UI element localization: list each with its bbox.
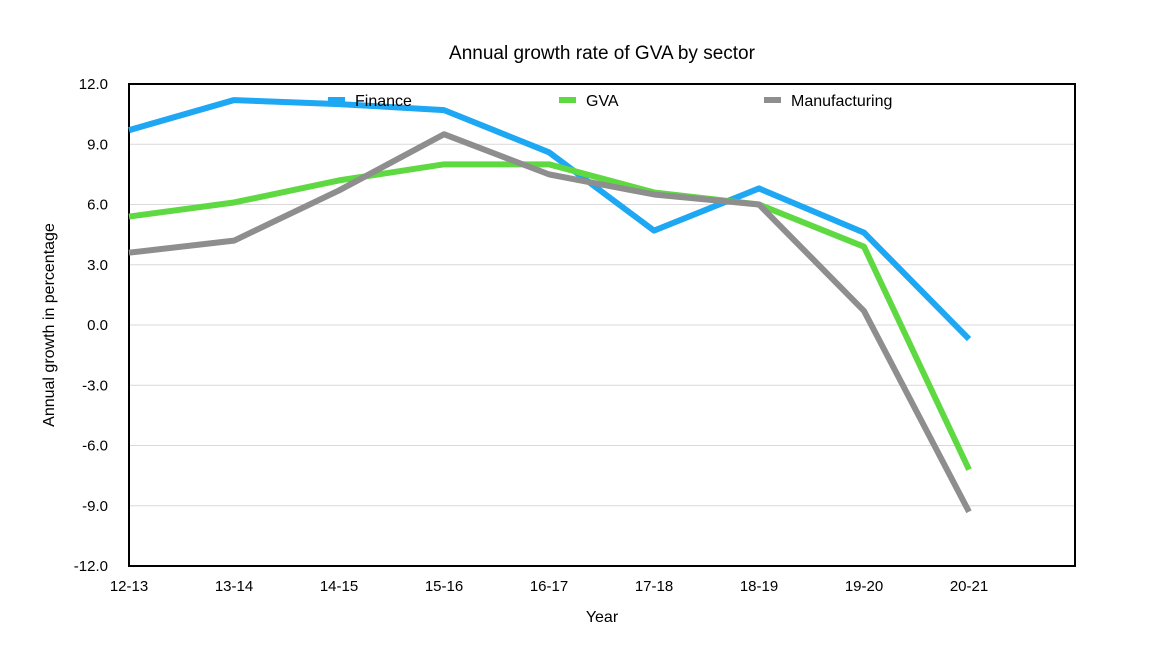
legend-label: GVA	[586, 93, 619, 110]
legend: Finance GVA Manufacturing	[328, 93, 892, 110]
chart-title: Annual growth rate of GVA by sector	[449, 43, 756, 64]
x-tick-label: 19-20	[845, 578, 883, 595]
x-tick-label: 20-21	[950, 578, 988, 595]
series-line-finance	[128, 97, 972, 342]
y-tick-label: 9.0	[87, 136, 108, 153]
y-axis-ticks: 12.0 9.0 6.0 3.0 0.0 -3.0 -6.0 -9.0 -12.0	[74, 76, 108, 575]
x-axis-ticks: 12-13 13-14 14-15 15-16 16-17 17-18 18-19 19-20…	[110, 578, 988, 595]
x-tick-label: 14-15	[320, 578, 358, 595]
x-tick-label: 17-18	[635, 578, 673, 595]
series-line-manufacturing	[128, 131, 972, 514]
gridlines	[129, 143, 1075, 507]
y-tick-label: 3.0	[87, 257, 108, 274]
y-tick-label: 12.0	[79, 76, 108, 93]
y-tick-label: 0.0	[87, 317, 108, 334]
y-tick-label: -6.0	[82, 438, 108, 455]
x-tick-label: 16-17	[530, 578, 568, 595]
series-line-gva	[128, 161, 972, 471]
y-tick-label: -3.0	[82, 377, 108, 394]
y-tick-label: -9.0	[82, 498, 108, 515]
x-tick-label: 13-14	[215, 578, 253, 595]
y-tick-label: 6.0	[87, 197, 108, 214]
y-tick-label: -12.0	[74, 558, 108, 575]
y-axis-title: Annual growth in percentage	[41, 223, 58, 427]
series-lines	[128, 97, 972, 514]
plot-area	[128, 83, 1076, 567]
x-tick-label: 15-16	[425, 578, 463, 595]
x-tick-label: 12-13	[110, 578, 148, 595]
x-tick-label: 18-19	[740, 578, 778, 595]
x-axis-title: Year	[586, 609, 619, 626]
legend-label: Finance	[355, 93, 412, 110]
legend-label: Manufacturing	[791, 93, 892, 110]
